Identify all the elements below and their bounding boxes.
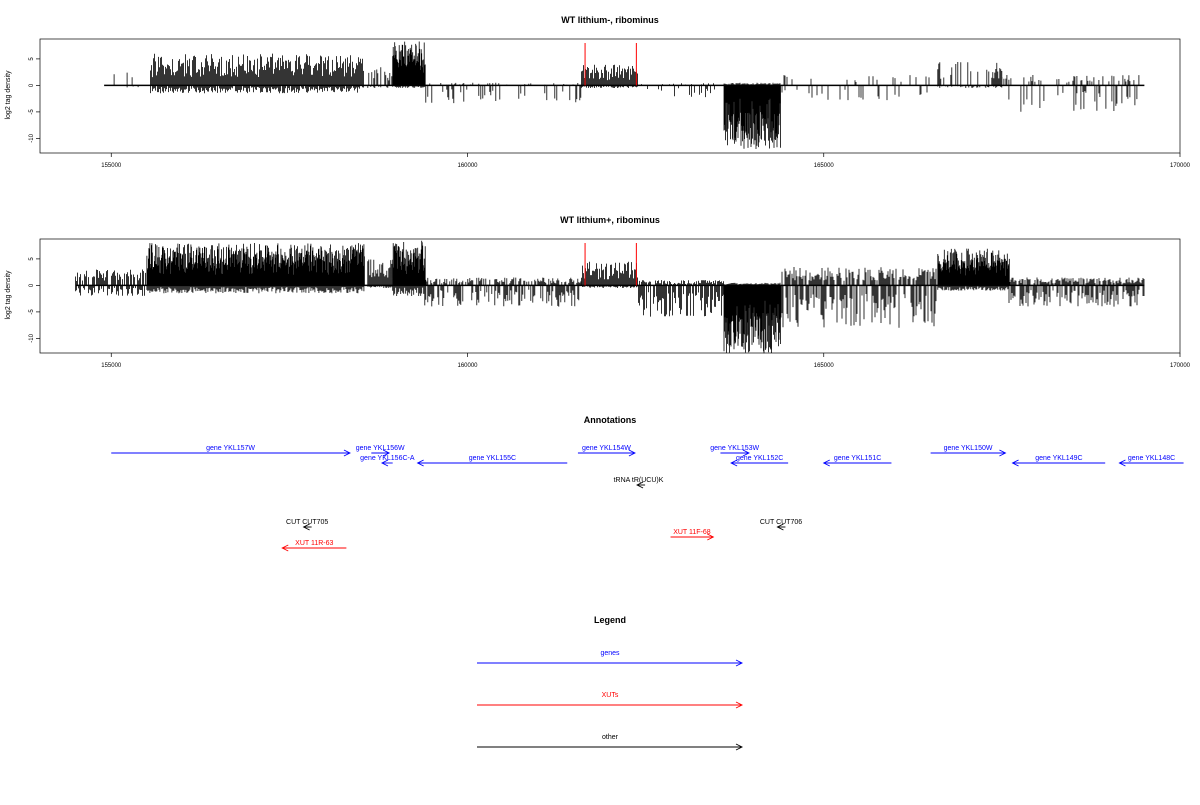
legend-item-xut: XUTs (477, 692, 744, 709)
feature-arrow (730, 459, 789, 467)
density-bar-group (113, 41, 1140, 149)
y-axis-label: log2 tag density (5, 270, 12, 320)
annotations-panel: Annotations gene YKL157W gene YKL156Wgene… (111, 415, 1184, 552)
position-markers (584, 43, 637, 86)
y-tick-label: -5 (29, 109, 35, 115)
axes: 155000 160000 165000 170000 5 0 -5 -10 (29, 57, 1191, 169)
density-bars (113, 41, 1140, 149)
annotation-gene: gene YKL154W (577, 445, 636, 457)
legend-label: XUTs (602, 692, 619, 699)
legend-title: Legend (594, 615, 626, 625)
annotation-gene: gene YKL152C (730, 455, 789, 467)
legend-label: other (602, 734, 619, 741)
position-markers (584, 243, 637, 286)
annotation-xut: XUT 11F-68 (670, 529, 715, 541)
feature-arrow (477, 659, 744, 667)
legend-item-other: other (477, 734, 744, 751)
annotation-gene: gene YKL155C (416, 455, 568, 467)
x-tick-label: 160000 (457, 363, 478, 369)
annotation-label: gene YKL156C-A (360, 455, 415, 462)
annotation-gene: gene YKL157W (111, 445, 351, 457)
x-tick-label: 160000 (457, 163, 478, 169)
feature-arrow (111, 449, 351, 457)
annotation-label: XUT 11R-63 (295, 540, 333, 547)
feature-arrow (636, 481, 646, 489)
y-tick-label: 5 (29, 257, 35, 261)
annotation-gene: gene YKL148C (1118, 455, 1184, 467)
annotation-features: gene YKL157W gene YKL156W gene YKL156C-A ge… (111, 445, 1184, 552)
density-bar-group (75, 240, 1145, 354)
y-tick-label: -10 (29, 133, 35, 142)
annotation-gene: gene YKL150W (930, 445, 1007, 457)
x-tick-label: 165000 (814, 163, 835, 169)
y-tick-label: 5 (29, 57, 35, 61)
plot-frame (39, 38, 1181, 154)
x-tick-label: 155000 (101, 363, 122, 369)
legend-label: genes (600, 650, 620, 657)
track-lithium-minus: WT lithium-, ribominus log2 tag density … (5, 15, 1191, 169)
feature-arrow (577, 449, 636, 457)
annotation-gene: gene YKL156C-A (360, 455, 415, 467)
feature-arrow (380, 459, 393, 467)
feature-arrow (477, 701, 744, 709)
axes: 155000 160000 165000 170000 5 0 -5 -10 (29, 257, 1191, 369)
legend-items: genes XUTs other (477, 650, 744, 751)
y-axis-label: log2 tag density (5, 70, 12, 120)
annotation-xut: XUT 11R-63 (281, 540, 347, 552)
legend-item-gene: genes (477, 650, 744, 667)
annotations-title: Annotations (584, 415, 637, 425)
feature-arrow (371, 449, 391, 457)
feature-arrow (477, 743, 744, 751)
feature-arrow (302, 523, 312, 531)
feature-arrow (822, 459, 892, 467)
annotation-gene: gene YKL149C (1011, 455, 1106, 467)
annotation-label: gene YKL148C (1128, 455, 1175, 462)
plot-frame (39, 238, 1181, 354)
y-tick-label: 0 (29, 83, 35, 87)
feature-arrow (416, 459, 568, 467)
x-tick-label: 170000 (1170, 363, 1191, 369)
track-title: WT lithium+, ribominus (560, 215, 660, 225)
annotation-other: CUT CUT706 (760, 519, 802, 531)
annotation-label: gene YKL149C (1035, 455, 1082, 462)
annotation-label: gene YKL156W (356, 445, 405, 452)
x-tick-label: 155000 (101, 163, 122, 169)
feature-arrow (776, 523, 786, 531)
track-title: WT lithium-, ribominus (561, 15, 659, 25)
feature-arrow (1118, 459, 1184, 467)
annotation-label: gene YKL157W (206, 445, 255, 452)
annotation-label: gene YKL154W (582, 445, 631, 452)
legend: Legend genes XUTs other (477, 615, 744, 751)
x-tick-label: 165000 (814, 363, 835, 369)
y-tick-label: -10 (29, 333, 35, 342)
annotation-label: gene YKL152C (736, 455, 783, 462)
annotation-label: gene YKL155C (469, 455, 516, 462)
feature-arrow (930, 449, 1007, 457)
feature-arrow (720, 449, 750, 457)
annotation-gene: gene YKL151C (822, 455, 892, 467)
feature-arrow (670, 533, 715, 541)
y-tick-label: -5 (29, 309, 35, 315)
annotation-gene: gene YKL153W (710, 445, 760, 457)
annotation-other: CUT CUT705 (286, 519, 328, 531)
annotation-label: gene YKL153W (710, 445, 759, 452)
y-tick-label: 0 (29, 283, 35, 287)
annotation-gene: gene YKL156W (356, 445, 405, 457)
track-lithium-plus: WT lithium+, ribominus log2 tag density … (5, 215, 1191, 369)
density-bars (75, 240, 1145, 354)
feature-arrow (281, 544, 347, 552)
annotation-label: tRNA tR(UCU)K (614, 477, 664, 484)
annotation-label: CUT CUT706 (760, 519, 802, 526)
annotation-other: tRNA tR(UCU)K (614, 477, 664, 489)
annotation-label: gene YKL150W (944, 445, 993, 452)
feature-arrow (1011, 459, 1106, 467)
annotation-label: gene YKL151C (834, 455, 881, 462)
annotation-label: CUT CUT705 (286, 519, 328, 526)
x-tick-label: 170000 (1170, 163, 1191, 169)
annotation-label: XUT 11F-68 (673, 529, 711, 536)
